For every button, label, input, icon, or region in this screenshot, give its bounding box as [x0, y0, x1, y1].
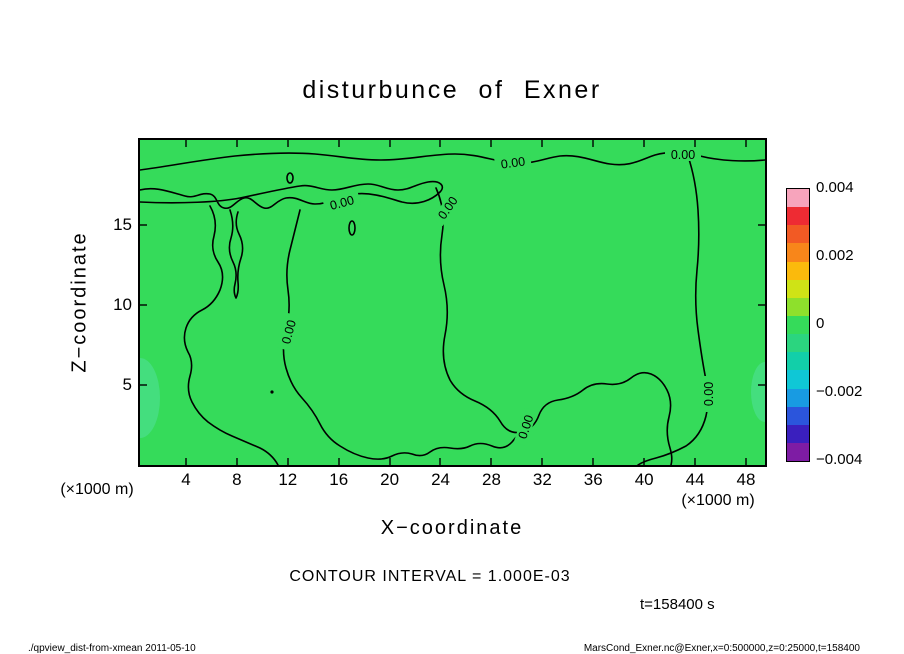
colorbar-segment [787, 370, 809, 389]
time-stamp: t=158400 s [640, 596, 715, 613]
contour-interval-label: CONTOUR INTERVAL = 1.000E-03 [289, 568, 571, 585]
contour-plot-canvas: 0.00 0.00 0.00 0.00 0.00 0.00 [140, 140, 765, 465]
x-tick-label: 24 [431, 470, 451, 489]
colorbar-tick-label: 0.002 [816, 247, 854, 264]
contour-label: 0.00 [702, 382, 716, 406]
colorbar-segment [787, 189, 809, 208]
y-tick-label: 15 [113, 215, 132, 234]
colorbar-segment [787, 352, 809, 371]
x-axis-label: X−coordinate [380, 517, 524, 539]
colorbar-segment [787, 442, 809, 462]
y-tick-label: 10 [113, 295, 132, 314]
axis-tick-marks [140, 140, 765, 465]
colorbar-tick-label: 0.004 [816, 179, 854, 196]
x-tick-label: 8 [232, 470, 242, 489]
footer-command: ./qpview_dist-from-xmean 2011-05-10 [28, 643, 196, 654]
x-unit-left: (×1000 m) [60, 481, 134, 498]
contour-loop-small-2 [348, 220, 356, 236]
contour-label: 0.00 [500, 154, 526, 171]
contour-label-group: 0.00 [665, 148, 701, 162]
page-title: disturbunce of Exner [302, 76, 602, 104]
colorbar-segment [787, 388, 809, 407]
contour-line-left-lobe [183, 205, 279, 465]
x-tick-label: 12 [278, 470, 298, 489]
contour-label: 0.00 [328, 193, 355, 213]
colorbar-segment [787, 297, 809, 316]
contour-label-group: 0.00 [702, 376, 716, 412]
contour-label-group: 0.00 [322, 191, 361, 214]
contour-label-group: 0.00 [277, 312, 300, 351]
contour-label: 0.00 [279, 318, 299, 345]
tone-fill-zero [140, 140, 765, 465]
x-tick-label: 28 [481, 470, 501, 489]
colorbar-segment [787, 406, 809, 425]
colorbar-segment [787, 279, 809, 298]
colorbar-tick-label: 0 [816, 315, 825, 332]
y-tick-label: 5 [122, 375, 132, 394]
tone-pocket-left [140, 358, 160, 438]
contour-loop-small-1 [286, 172, 294, 184]
x-tick-label: 44 [685, 470, 705, 489]
plot-area: 0.00 0.00 0.00 0.00 0.00 0.00 [138, 138, 767, 467]
contour-line-hairpin [228, 209, 244, 299]
colorbar-segment [787, 207, 809, 226]
contour-line-central-descender [435, 187, 673, 465]
contour-line-upper-left-band [140, 180, 444, 210]
contour-label-group: 0.00 [494, 153, 532, 172]
x-tick-label: 40 [634, 470, 654, 489]
x-tick-label: 32 [532, 470, 552, 489]
colorbar-tick-label: −0.004 [816, 451, 863, 468]
x-tick-label: 4 [181, 470, 191, 489]
colorbar-segment [787, 243, 809, 262]
tone-pocket-right [751, 362, 765, 422]
contour-label: 0.00 [671, 148, 695, 162]
colorbar-segment [787, 261, 809, 280]
x-tick-label: 16 [329, 470, 349, 489]
x-unit-right: (×1000 m) [681, 492, 755, 509]
x-tick-label: 48 [736, 470, 756, 489]
footer-source: MarsCond_Exner.nc@Exner,x=0:500000,z=0:2… [583, 643, 860, 654]
contour-dot [270, 390, 274, 394]
colorbar-tick-label: −0.002 [816, 383, 863, 400]
colorbar-segment [787, 225, 809, 244]
colorbar-segment [787, 315, 809, 335]
x-tick-label: 36 [583, 470, 603, 489]
x-tick-label: 20 [380, 470, 400, 489]
colorbar-gradient [786, 188, 810, 462]
colorbar-segment [787, 334, 809, 353]
colorbar-segment [787, 424, 809, 443]
